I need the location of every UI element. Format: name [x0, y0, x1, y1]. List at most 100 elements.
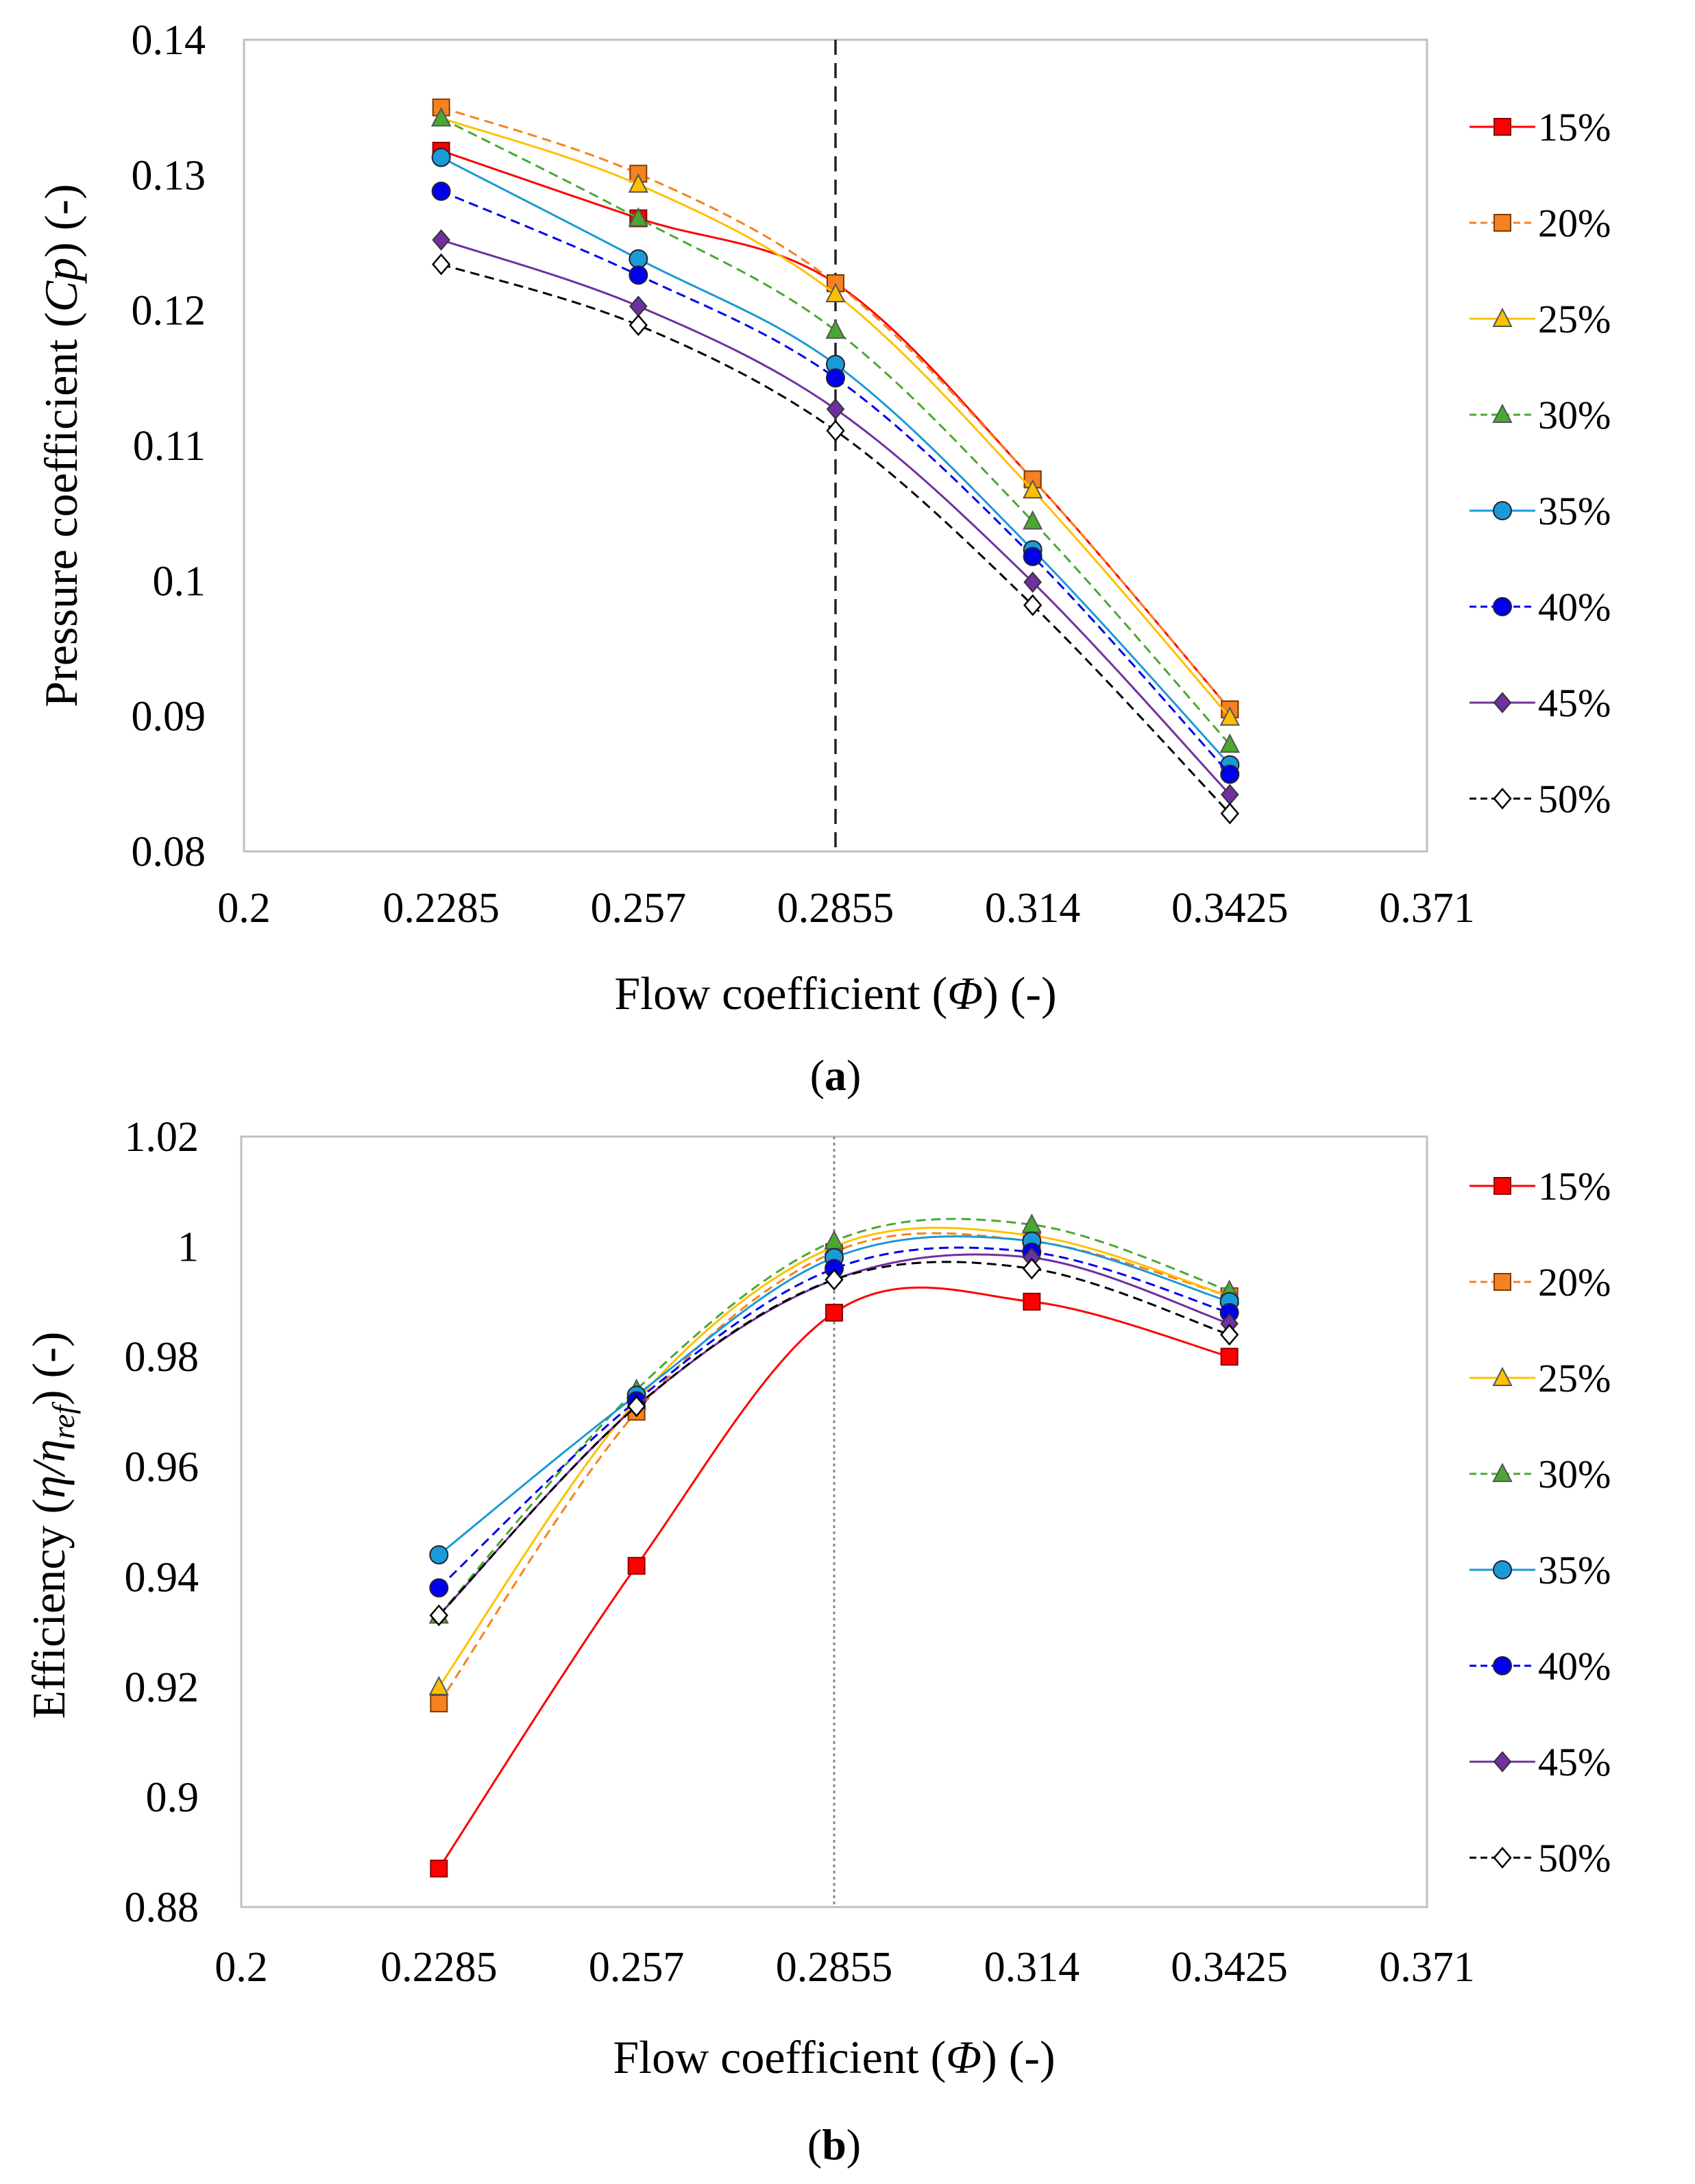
panel-a-y-tick-label: 0.09 [132, 694, 206, 740]
panel-b-data-point [825, 1303, 843, 1322]
panel-a-legend-item: 30% [1470, 393, 1611, 437]
panel-a-legend-marker [1493, 214, 1511, 232]
panel-a-legend-marker [1493, 692, 1512, 714]
panel-a-legend-item: 40% [1470, 585, 1611, 629]
panel-b-data-point [825, 1268, 844, 1291]
panel-a-legend-label: 35% [1538, 489, 1611, 533]
panel-a-caption: (a) [810, 1051, 862, 1100]
panel-b-series-line [438, 1286, 1230, 1869]
panel-b-x-tick-label: 0.371 [1379, 1944, 1475, 1991]
panel-b-legend-label: 45% [1538, 1740, 1611, 1784]
panel-b-legend-label: 15% [1538, 1164, 1611, 1209]
panel-a-y-axis-title: Pressure coefficient (Cp) (-) [35, 184, 87, 707]
panel-b-y-tick-label: 0.96 [125, 1444, 199, 1491]
panel-b-series-line [438, 1217, 1230, 1616]
panel-a-data-point [1220, 802, 1239, 825]
panel-a-legend: 15% 20% 25% 30% 35% 40% 45% 50% [1470, 105, 1611, 821]
panel-a-legend-label: 30% [1538, 393, 1611, 437]
panel-b-y-tick-label: 1 [178, 1224, 199, 1271]
panel-b-legend-item: 45% [1470, 1740, 1611, 1784]
panel-a-legend-marker [1493, 501, 1512, 520]
panel-b-legend-label: 20% [1538, 1260, 1611, 1305]
panel-b-x-tick-label: 0.2 [215, 1944, 268, 1991]
panel-b-data-point [428, 1675, 449, 1695]
panel-a-data-point [1219, 706, 1240, 726]
panel-b-y-tick-label: 1.02 [125, 1114, 199, 1161]
panel-a-series-layer [431, 98, 1240, 825]
panel-b-legend-marker [1493, 1656, 1512, 1675]
panel-a-legend-label: 25% [1538, 297, 1611, 341]
panel-a-series-line [441, 239, 1231, 796]
panel-a-legend-marker [1493, 118, 1511, 136]
panel-a-data-point [629, 314, 648, 337]
panel-a-series-line [441, 190, 1231, 775]
panel-a-data-point [431, 107, 452, 127]
panel-a-series-30pct [431, 107, 1240, 753]
panel-a-series-line [440, 117, 1231, 746]
panel-b-legend-marker [1492, 1462, 1513, 1482]
panel-a-x-tick-label: 0.2285 [382, 885, 500, 932]
panel-b-series-line [438, 1226, 1230, 1688]
panel-a-pressure-coefficient-chart: 0.2 0.2285 0.257 0.2855 0.314 0.3425 0.371 0.0… [35, 17, 1611, 1100]
panel-a-data-point [1219, 733, 1240, 753]
panel-b-series-layer [428, 1213, 1240, 1878]
panel-b-x-tick-label: 0.314 [984, 1944, 1080, 1991]
panel-b-legend-item: 35% [1470, 1548, 1611, 1592]
panel-a-x-tick-label: 0.371 [1379, 885, 1475, 932]
panel-b-legend-marker [1492, 1366, 1513, 1386]
panel-b-legend-marker [1493, 1847, 1512, 1869]
panel-b-data-point [1220, 1348, 1239, 1366]
panel-b-legend-marker [1493, 1560, 1512, 1579]
panel-a-data-point [432, 229, 450, 251]
panel-a-data-point [628, 207, 648, 227]
panel-a-data-point [1023, 478, 1043, 499]
panel-a-x-tick-labels: 0.2 0.2285 0.257 0.2855 0.314 0.3425 0.371 [217, 885, 1475, 932]
panel-b-legend-label: 50% [1538, 1836, 1611, 1880]
panel-a-legend-label: 45% [1538, 681, 1611, 725]
panel-b-legend-item: 30% [1470, 1452, 1611, 1496]
panel-a-x-tick-label: 0.2 [217, 885, 271, 932]
panel-a-data-point [432, 253, 451, 276]
panel-a-legend-label: 20% [1538, 201, 1611, 245]
panel-b-data-point [429, 1604, 448, 1627]
panel-b-x-tick-label: 0.257 [589, 1944, 685, 1991]
panel-a-data-point [629, 295, 648, 317]
panel-a-legend-marker [1492, 403, 1513, 423]
panel-b-y-tick-label: 0.88 [125, 1884, 199, 1931]
panel-a-data-point [629, 265, 648, 285]
panel-b-x-tick-label: 0.2855 [776, 1944, 893, 1991]
panel-b-y-tick-label: 0.98 [125, 1334, 199, 1381]
panel-a-x-tick-label: 0.3425 [1171, 885, 1289, 932]
panel-a-legend-item: 35% [1470, 489, 1611, 533]
panel-b-legend-item: 20% [1470, 1260, 1611, 1305]
panel-a-legend-marker [1492, 307, 1513, 327]
panel-b-y-tick-labels: 0.88 0.9 0.92 0.94 0.96 0.98 1 1.02 [125, 1114, 199, 1931]
panel-b-caption: (b) [807, 2120, 861, 2169]
panel-a-legend-marker [1493, 788, 1512, 810]
panel-a-data-point [826, 420, 845, 442]
panel-b-legend-marker [1493, 1751, 1512, 1773]
panel-a-series-line [440, 156, 1231, 766]
panel-b-legend-marker [1493, 1273, 1511, 1291]
panel-a-data-point [825, 319, 846, 339]
panel-b-data-point [430, 1694, 448, 1712]
panel-a-x-axis-title: Flow coefficient (Φ) (-) [614, 967, 1056, 1019]
panel-b-legend-label: 40% [1538, 1644, 1611, 1688]
panel-b-y-axis-title: Efficiency (η/ηref) (-) [23, 1332, 81, 1719]
panel-a-y-tick-label: 0.13 [132, 152, 206, 199]
panel-a-data-point [1023, 594, 1042, 616]
panel-a-y-tick-label: 0.11 [133, 423, 206, 470]
panel-b-data-point [1022, 1257, 1041, 1280]
panel-b-data-point [1023, 1292, 1041, 1311]
panel-a-legend-label: 15% [1538, 105, 1611, 149]
panel-b-series-15pct [430, 1286, 1239, 1878]
panel-b-data-point [429, 1578, 449, 1598]
panel-a-y-tick-label: 0.1 [153, 558, 206, 605]
panel-a-x-tick-label: 0.2855 [777, 885, 894, 932]
panel-a-data-point [825, 282, 846, 302]
panel-a-series-35pct [431, 147, 1240, 775]
panel-b-y-tick-label: 0.92 [125, 1664, 199, 1711]
panel-a-data-point [431, 182, 451, 202]
panel-b-y-tick-label: 0.9 [146, 1774, 199, 1821]
